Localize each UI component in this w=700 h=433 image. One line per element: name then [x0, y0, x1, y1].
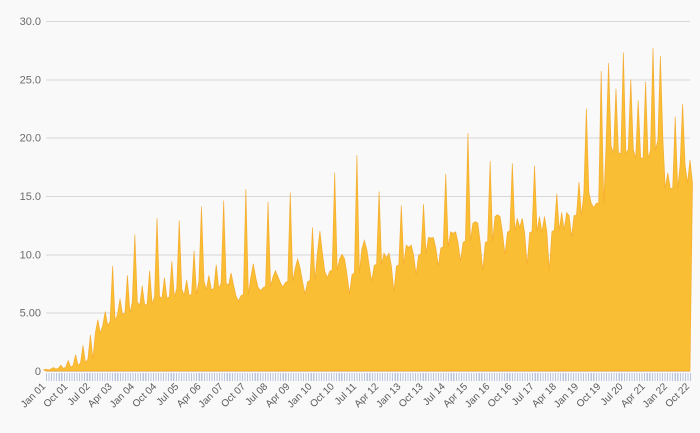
- x-axis-tick-label: Oct 10: [308, 381, 337, 410]
- x-axis-tick-label: Jan 04: [108, 381, 137, 410]
- x-axis-tick-label: Jan 22: [641, 381, 670, 410]
- y-axis-tick-label: 25.0: [20, 74, 41, 86]
- x-axis-tick-label: Jan 19: [552, 381, 581, 410]
- x-axis-tick-label: Oct 16: [486, 381, 515, 410]
- area-series: [42, 47, 693, 372]
- x-axis-tick-label: Jan 13: [374, 381, 403, 410]
- x-axis-tick-label: Oct 01: [42, 381, 71, 410]
- y-axis-tick-label: 20.0: [20, 133, 41, 145]
- x-axis-tick-label: Oct 13: [397, 381, 426, 410]
- x-axis-tick-label: Oct 19: [575, 381, 604, 410]
- area-outline: [42, 47, 693, 372]
- x-axis-tick-label: Jan 07: [197, 381, 226, 410]
- y-axis-tick-label: 30.0: [20, 16, 41, 28]
- y-axis-tick-label: 15.0: [20, 191, 41, 203]
- area-fill: [43, 47, 693, 371]
- x-axis-tick-label: Jan 16: [463, 381, 492, 410]
- x-axis-tick-label: Oct 04: [131, 381, 160, 410]
- x-axis-tick-label: Oct 07: [219, 381, 248, 410]
- x-axis-tick-label: Oct 22: [664, 381, 693, 410]
- y-axis-tick-label: 5.00: [20, 308, 41, 320]
- y-axis-labels: 0 5.00 10.0 15.0 20.0 25.0 30.0: [20, 16, 41, 378]
- x-minor-ticks: [45, 373, 692, 381]
- y-axis-tick-label: 0: [35, 366, 41, 378]
- x-axis-tick-label: Jan 01: [19, 381, 48, 410]
- y-axis-tick-label: 10.0: [20, 249, 41, 261]
- x-axis-tick-label: Jan 10: [286, 381, 315, 410]
